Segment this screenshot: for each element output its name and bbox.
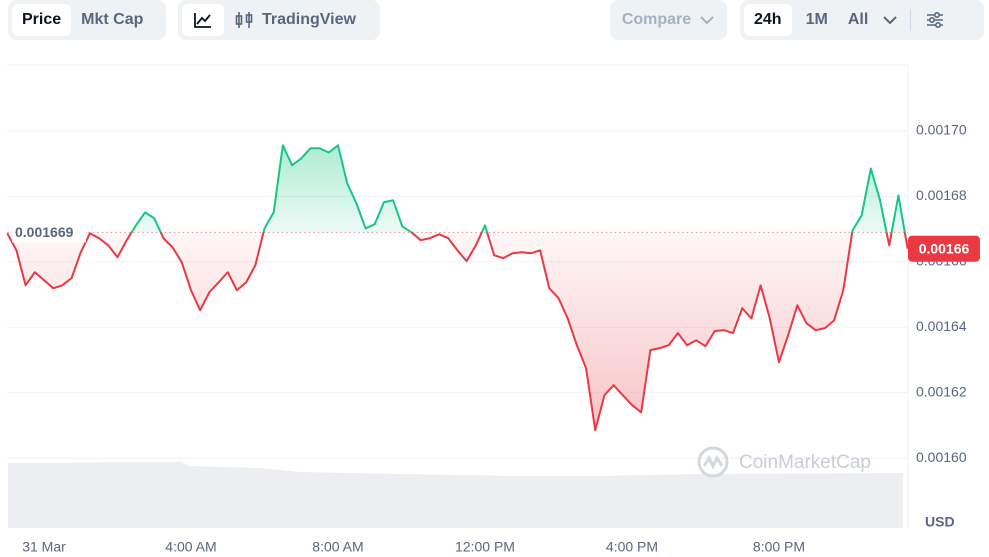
compare-dropdown[interactable]: Compare — [610, 0, 727, 40]
watermark-logo — [697, 446, 729, 478]
line-chart-button[interactable] — [182, 4, 224, 36]
compare-chevron — [700, 16, 714, 25]
candle-icon — [235, 12, 253, 28]
chart-style-toggle: TradingView — [178, 0, 380, 40]
mkt-cap-button[interactable]: Mkt Cap — [81, 11, 144, 28]
y-tick-label: 0.00170 — [916, 122, 967, 138]
y-tick-label: 0.00164 — [916, 318, 967, 334]
price-toggle: Price Mkt Cap — [8, 0, 166, 40]
baseline-label-bg — [12, 222, 86, 243]
settings-icon[interactable] — [925, 11, 945, 29]
separator — [910, 9, 912, 31]
price-line — [6, 144, 909, 432]
baseline-label: 0.001669 — [15, 224, 74, 240]
volume-band — [8, 462, 903, 528]
x-tick-label: 12:00 PM — [455, 539, 515, 555]
y-tick-label: 0.00168 — [916, 187, 967, 203]
x-tick-label: 31 Mar — [22, 539, 66, 555]
current-price-badge — [908, 235, 980, 262]
y-tick-label: 0.00162 — [916, 383, 967, 399]
y-tick-label: 0.00160 — [916, 449, 967, 465]
range-1m-button[interactable]: 1M — [805, 11, 828, 28]
line-icon — [194, 13, 211, 28]
range-all-button[interactable]: All — [847, 11, 869, 28]
range-toggle: 24h 1M All — [740, 0, 984, 40]
price-button[interactable]: Price — [12, 4, 72, 36]
area-fill — [7, 145, 908, 431]
x-tick-label: 8:00 AM — [312, 539, 363, 555]
tradingview-button[interactable]: TradingView — [224, 4, 366, 36]
watermark-text: CoinMarketCap — [739, 452, 871, 473]
tradingview-label: TradingView — [262, 11, 356, 28]
y-unit-label: USD — [925, 514, 955, 530]
watermark: CoinMarketCap — [697, 446, 871, 478]
x-tick-label: 8:00 PM — [753, 539, 805, 555]
compare-label: Compare — [621, 11, 692, 28]
x-tick-label: 4:00 PM — [606, 539, 658, 555]
watermark-logo-mark — [702, 454, 724, 470]
current-price-label: 0.00166 — [919, 240, 970, 256]
x-tick-label: 4:00 AM — [165, 539, 216, 555]
range-chevron[interactable] — [882, 14, 898, 26]
range-24h-button[interactable]: 24h — [744, 4, 792, 36]
